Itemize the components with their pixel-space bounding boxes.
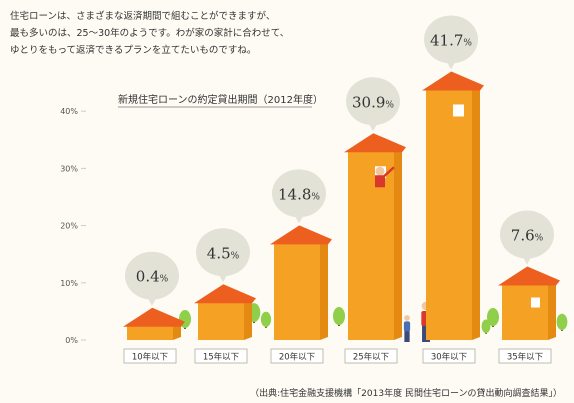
y-axis: 0% 10% 20% 30% 40%	[60, 107, 86, 345]
intro-line: 住宅ローンは、さまざまな返済期間で組むことができますが、	[10, 11, 276, 22]
bar-body	[274, 242, 320, 340]
x-tick-label: 30年以下	[431, 352, 468, 363]
tree-icon	[487, 308, 499, 327]
tree-icon	[260, 311, 272, 328]
bar-house	[498, 266, 560, 340]
category-tag: 25年以下	[344, 348, 398, 364]
x-tick-label: 20年以下	[279, 352, 316, 363]
value-bubble: 41.7%	[424, 15, 478, 70]
category-tag: 35年以下	[498, 348, 552, 364]
value-bubble: 0.4%	[125, 251, 179, 306]
bar-roof	[422, 71, 484, 91]
data-label: 0.4%	[136, 268, 169, 286]
value-bubble: 7.6%	[500, 210, 554, 265]
x-tick-label: 25年以下	[353, 352, 390, 363]
bar-side	[472, 83, 480, 340]
y-tick-label: 40%	[60, 107, 78, 116]
category-tag: 10年以下	[123, 348, 177, 364]
y-tick-label: 20%	[60, 222, 78, 231]
intro-text: 住宅ローンは、さまざまな返済期間で組むことができますが、 最も多いのは、25〜3…	[10, 8, 430, 59]
data-label: 14.8%	[278, 185, 320, 203]
data-label: 30.9%	[352, 93, 394, 111]
tree-icon	[556, 313, 568, 331]
value-bubble: 14.8%	[272, 169, 326, 224]
bar-side	[244, 296, 252, 340]
intro-line: ゆとりをもって返済できるプランを立てたいものですね。	[10, 45, 257, 56]
chart-title: 新規住宅ローンの約定貸出期間（2012年度）	[118, 93, 323, 106]
value-bubble: 30.9%	[346, 77, 400, 132]
bar-body	[127, 324, 173, 340]
bar-side	[548, 278, 556, 340]
source-note: （出典:住宅金融支援機構「2013年度 民間住宅ローンの貸出動向調査結果」）	[250, 389, 562, 399]
tree-icon	[333, 307, 345, 326]
waving-figure	[375, 166, 395, 188]
bar-house	[344, 133, 406, 340]
category-tag: 20年以下	[270, 348, 324, 364]
data-label: 41.7%	[430, 31, 472, 49]
y-tick-label: 30%	[60, 164, 78, 173]
data-label: 4.5%	[207, 244, 240, 262]
bar-roof	[498, 266, 560, 286]
tree-icon	[481, 319, 491, 334]
bar-house	[194, 284, 256, 340]
bar-house	[422, 71, 484, 340]
x-tick-label: 10年以下	[132, 352, 169, 363]
x-tick-label: 35年以下	[507, 352, 544, 363]
bar-roof	[194, 284, 256, 304]
bar-roof	[270, 225, 332, 245]
house-window	[453, 104, 464, 117]
y-tick-label: 0%	[65, 336, 78, 345]
bar-roof	[123, 307, 185, 327]
value-bubble: 4.5%	[196, 228, 250, 283]
data-label: 7.6%	[511, 227, 544, 245]
category-tag: 30年以下	[422, 348, 476, 364]
child-figure	[403, 315, 411, 342]
x-tick-label: 15年以下	[203, 352, 240, 363]
bar-body	[502, 283, 548, 340]
house-window	[531, 297, 540, 308]
bar-side	[394, 145, 402, 340]
bar-body	[198, 301, 244, 340]
bar-body	[426, 88, 472, 340]
bar-roof	[344, 133, 406, 153]
bar-body	[348, 150, 394, 340]
y-tick-label: 10%	[60, 279, 78, 288]
bar-side	[320, 237, 328, 340]
category-tag: 15年以下	[194, 348, 248, 364]
bar-house	[270, 225, 332, 340]
bar-house	[123, 307, 185, 340]
intro-line: 最も多いのは、25〜30年のようです。わが家の家計に合わせて、	[10, 28, 290, 39]
bars: 0.4% 10年以下 4.5% 15年以下 14.8% 20年以下 30.9% 25年以下 41…	[123, 15, 560, 364]
